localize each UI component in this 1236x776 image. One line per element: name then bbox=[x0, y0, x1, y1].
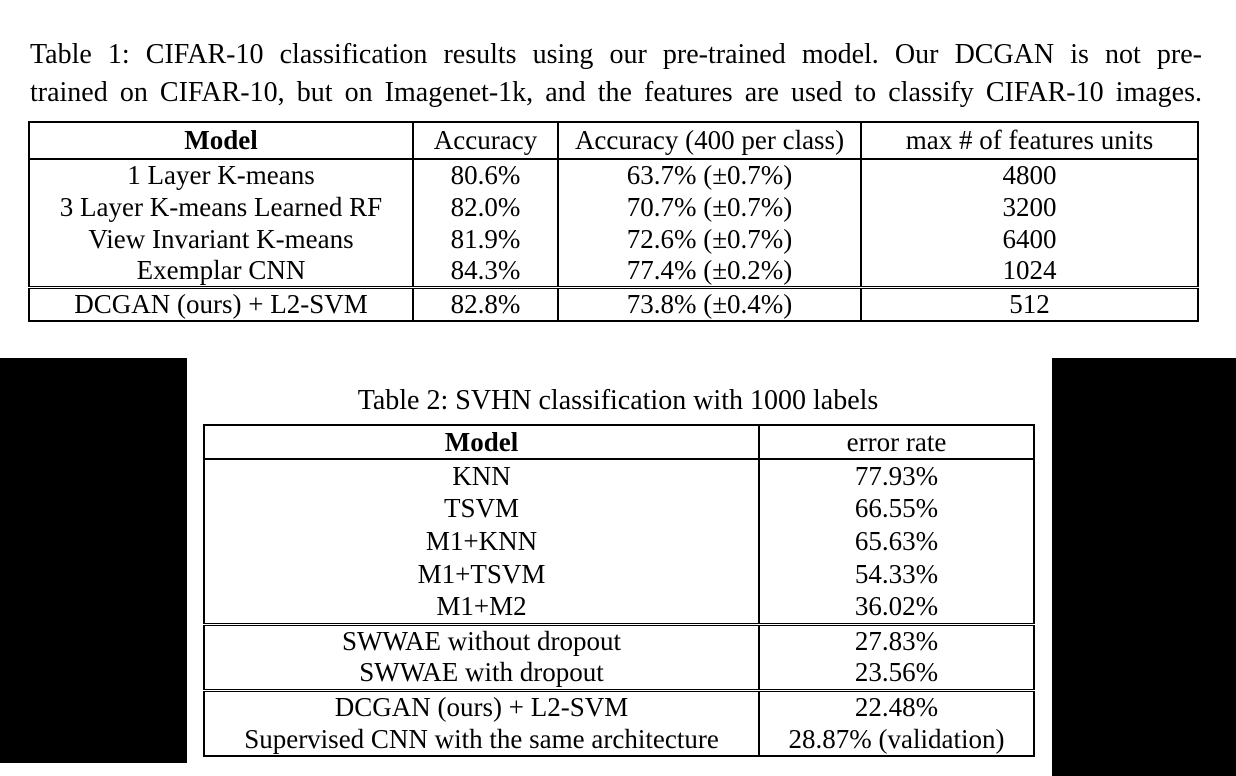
table-row: M1+TSVM 54.33% bbox=[204, 558, 1034, 591]
error-rate-cell: 27.83% bbox=[758, 624, 1034, 657]
model-cell: SWWAE without dropout bbox=[342, 625, 621, 656]
max-features-cell: 512 bbox=[860, 287, 1198, 321]
table1-header-accuracy: Accuracy bbox=[412, 122, 558, 159]
model-cell: Supervised CNN with the same architectur… bbox=[244, 723, 719, 754]
accuracy-400-cell: 77.4% (±0.2%) bbox=[557, 255, 861, 288]
accuracy-cell: 81.9% bbox=[412, 223, 558, 255]
model-cell: DCGAN (ours) + L2-SVM bbox=[334, 691, 629, 722]
table1-header-accuracy-400: Accuracy (400 per class) bbox=[557, 122, 861, 159]
table-row: M1+KNN 65.63% bbox=[204, 525, 1034, 558]
model-cell: M1+M2 bbox=[436, 591, 527, 622]
accuracy-cell: 80.6% bbox=[412, 159, 558, 191]
error-rate-cell: 77.93% bbox=[758, 459, 1034, 492]
table2-caption: Table 2: SVHN classification with 1000 l… bbox=[357, 385, 879, 416]
table-row-dcgan: DCGAN (ours) + L2-SVM 22.48% bbox=[204, 690, 1034, 723]
max-features-cell: 6400 bbox=[860, 223, 1198, 255]
model-cell: KNN bbox=[452, 460, 511, 491]
accuracy-cell: 82.0% bbox=[412, 191, 558, 223]
black-block-right bbox=[1052, 358, 1236, 776]
error-rate-cell: 28.87% (validation) bbox=[758, 723, 1034, 756]
table-row: 3 Layer K-means Learned RF 82.0% 70.7% (… bbox=[29, 191, 1198, 223]
table1-caption: Table 1: CIFAR-10 classification results… bbox=[30, 36, 1202, 112]
table1-header-row: Model Accuracy Accuracy (400 per class) … bbox=[29, 122, 1198, 159]
model-cell: M1+KNN bbox=[425, 526, 538, 556]
table1-cifar10-results: Model Accuracy Accuracy (400 per class) … bbox=[28, 121, 1199, 322]
error-rate-cell: 36.02% bbox=[758, 591, 1034, 624]
table-row: 1 Layer K-means 80.6% 63.7% (±0.7%) 4800 bbox=[29, 159, 1198, 191]
table-row: M1+M2 36.02% bbox=[204, 591, 1034, 624]
error-rate-cell: 22.48% bbox=[758, 690, 1034, 723]
accuracy-cell: 82.8% bbox=[412, 287, 558, 321]
table-row: Supervised CNN with the same architectur… bbox=[204, 723, 1034, 756]
model-cell: 1 Layer K-means bbox=[127, 160, 315, 190]
max-features-cell: 1024 bbox=[860, 255, 1198, 288]
table-row: SWWAE without dropout 27.83% bbox=[204, 624, 1034, 657]
accuracy-cell: 84.3% bbox=[412, 255, 558, 288]
table-row: KNN 77.93% bbox=[204, 459, 1034, 492]
model-cell: DCGAN (ours) + L2-SVM bbox=[74, 289, 368, 319]
model-cell: 3 Layer K-means Learned RF bbox=[59, 191, 383, 222]
error-rate-cell: 54.33% bbox=[758, 558, 1034, 591]
table2-svhn-results: Model error rate KNN 77.93% TSVM 66.55% … bbox=[203, 424, 1035, 757]
table2-header-error-rate: error rate bbox=[758, 425, 1034, 459]
table-row: SWWAE with dropout 23.56% bbox=[204, 657, 1034, 690]
table-row: TSVM 66.55% bbox=[204, 492, 1034, 525]
model-cell: SWWAE with dropout bbox=[359, 657, 604, 688]
accuracy-400-cell: 63.7% (±0.7%) bbox=[557, 159, 861, 191]
table1-header-max-features: max # of features units bbox=[860, 122, 1198, 159]
max-features-cell: 4800 bbox=[860, 159, 1198, 191]
model-cell: TSVM bbox=[443, 493, 519, 523]
table-row: View Invariant K-means 81.9% 72.6% (±0.7… bbox=[29, 223, 1198, 255]
error-rate-cell: 23.56% bbox=[758, 657, 1034, 690]
model-cell: M1+TSVM bbox=[417, 559, 546, 589]
model-cell: View Invariant K-means bbox=[88, 223, 354, 254]
table2-header-row: Model error rate bbox=[204, 425, 1034, 459]
error-rate-cell: 66.55% bbox=[758, 492, 1034, 525]
table1-caption-line2: trained on CIFAR-10, but on Imagenet-1k,… bbox=[30, 77, 1202, 108]
table1-header-model: Model bbox=[184, 125, 258, 155]
accuracy-400-cell: 70.7% (±0.7%) bbox=[557, 191, 861, 223]
error-rate-cell: 65.63% bbox=[758, 525, 1034, 558]
accuracy-400-cell: 72.6% (±0.7%) bbox=[557, 223, 861, 255]
max-features-cell: 3200 bbox=[860, 191, 1198, 223]
table2-header-model: Model bbox=[444, 426, 519, 457]
table-row-dcgan: DCGAN (ours) + L2-SVM 82.8% 73.8% (±0.4%… bbox=[29, 287, 1198, 321]
black-block-left bbox=[0, 358, 187, 763]
model-cell: Exemplar CNN bbox=[136, 255, 306, 285]
table1-caption-line1: Table 1: CIFAR-10 classification results… bbox=[30, 39, 1202, 70]
table-row: Exemplar CNN 84.3% 77.4% (±0.2%) 1024 bbox=[29, 255, 1198, 288]
accuracy-400-cell: 73.8% (±0.4%) bbox=[557, 287, 861, 321]
